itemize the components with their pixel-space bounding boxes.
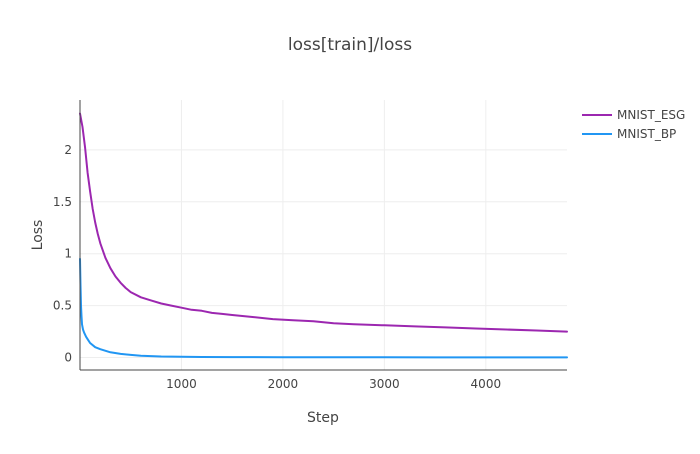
chart-title: loss[train]/loss [288, 35, 412, 55]
x-axis-label: Step [307, 410, 339, 426]
y-axis-label: Loss [30, 220, 46, 251]
axes [79, 100, 567, 371]
x-tick-label: 3000 [369, 377, 400, 391]
series-line-mnist-bp [79, 257, 568, 359]
x-tick-label: 4000 [471, 377, 502, 391]
y-tick-label: 0.5 [53, 299, 72, 313]
legend-label-mnist-bp: MNIST_BP [617, 127, 676, 141]
x-tick-label: 1000 [166, 377, 197, 391]
tick-labels: 1000 2000 3000 4000 0 0.5 1 1.5 2 [53, 143, 501, 391]
y-tick-label: 1.5 [53, 195, 72, 209]
legend: MNIST_ESG MNIST_BP [582, 108, 685, 141]
series-lines [79, 112, 568, 359]
x-tick-label: 2000 [268, 377, 299, 391]
y-tick-label: 1 [64, 247, 72, 261]
series-line-mnist-esg [79, 112, 568, 333]
y-tick-label: 0 [64, 351, 72, 365]
y-tick-label: 2 [64, 143, 72, 157]
legend-label-mnist-esg: MNIST_ESG [617, 108, 685, 122]
